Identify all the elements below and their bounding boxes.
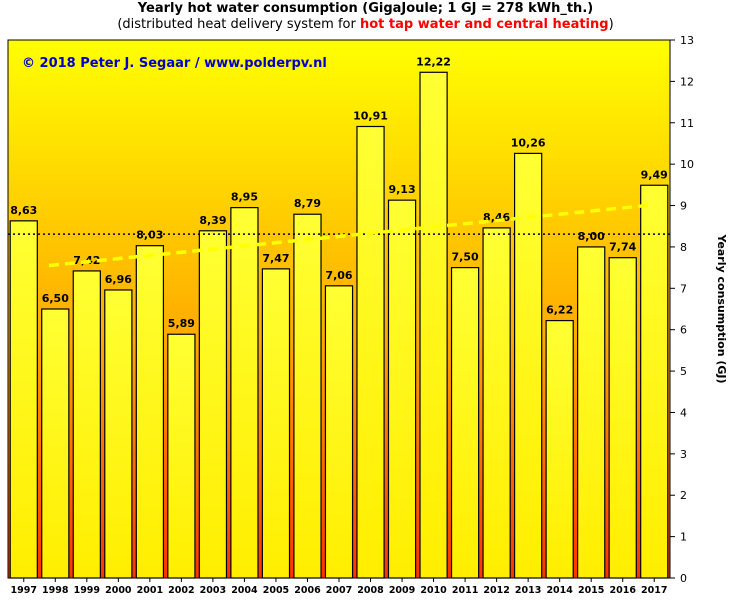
value-label-2004: 8,95 [231,191,258,204]
x-tick-label-2009: 2009 [389,585,415,596]
y-tick-label-5: 5 [680,365,687,378]
y-tick-label-0: 0 [680,572,687,585]
bar-2007 [324,285,354,579]
value-label-2011: 7,50 [452,251,479,264]
x-tick-label-2010: 2010 [420,585,447,596]
value-label-2015: 8,00 [578,230,605,243]
x-tick-label-2016: 2016 [609,585,636,596]
bar-2017 [640,184,669,579]
value-label-2010: 12,22 [416,55,451,68]
x-tick-label-2004: 2004 [231,585,258,596]
value-label-2006: 8,79 [294,197,321,210]
subtitle-suffix: ) [608,17,614,32]
value-label-2001: 8,03 [136,229,163,242]
x-tick-label-2002: 2002 [168,585,194,596]
bar-1999 [72,270,101,579]
x-tick-label-2013: 2013 [515,585,541,596]
x-tick-label-2012: 2012 [483,585,509,596]
x-tick-label-2017: 2017 [641,585,667,596]
copyright-text: © 2018 Peter J. Segaar / www.polderpv.nl [22,56,327,71]
bar-2014 [545,319,574,579]
y-tick-label-12: 12 [680,75,694,88]
bar-2000 [104,289,133,579]
value-label-2002: 5,89 [168,317,195,330]
value-label-2000: 6,96 [105,273,132,286]
bar-2016 [608,257,637,579]
x-tick-label-2006: 2006 [294,585,321,596]
value-label-1998: 6,50 [42,292,69,305]
x-tick-label-2000: 2000 [105,585,132,596]
value-label-2013: 10,26 [511,136,546,149]
value-labels-group: 8,636,507,426,968,035,898,398,957,478,79… [10,55,668,330]
value-label-2003: 8,39 [199,214,226,227]
y-tick-label-6: 6 [680,324,687,337]
x-tick-label-2008: 2008 [357,585,384,596]
x-tick-label-1999: 1999 [74,585,100,596]
x-tick-label-1998: 1998 [42,585,69,596]
value-label-2016: 7,74 [609,241,636,254]
x-tick-label-2001: 2001 [137,585,163,596]
y-tick-label-13: 13 [680,34,694,47]
y-tick-label-2: 2 [680,489,687,502]
bar-2010 [419,71,448,579]
y-tick-label-8: 8 [680,241,687,254]
bar-2003 [198,230,228,579]
y-tick-label-4: 4 [680,406,687,419]
value-label-2007: 7,06 [325,269,352,282]
y-tick-label-11: 11 [680,117,694,130]
chart-subtitle: (distributed heat delivery system for ho… [0,17,731,32]
y-tick-label-9: 9 [680,200,687,213]
y-tick-label-7: 7 [680,282,687,295]
bar-2015 [577,246,606,579]
subtitle-highlight: hot tap water and central heating [359,17,609,32]
subtitle-prefix: (distributed heat delivery system for [117,17,360,32]
bar-1998 [41,308,70,579]
x-tick-label-2015: 2015 [578,585,604,596]
x-axis-ticks: 1997 1998 1999 2000 2001 2002 2003 2004 2005 2006… [11,578,667,596]
bar-1997 [9,220,38,579]
bar-2011 [450,267,480,579]
bar-2002 [167,333,196,579]
bar-2013 [513,152,543,579]
value-label-2005: 7,47 [262,252,289,265]
y-tick-label-10: 10 [680,158,694,171]
value-label-1997: 8,63 [10,204,37,217]
bar-2006 [293,213,322,579]
x-tick-label-1997: 1997 [11,585,37,596]
y-tick-label-1: 1 [680,531,687,544]
bar-2012 [482,227,511,579]
y-tick-label-3: 3 [680,448,687,461]
trend-line [48,202,655,268]
chart-title: Yearly hot water consumption (GigaJoule;… [137,1,594,16]
value-label-2008: 10,91 [353,109,388,122]
bar-2004 [230,207,259,579]
bar-2005 [261,268,291,579]
x-tick-label-2005: 2005 [263,585,289,596]
x-tick-label-2003: 2003 [200,585,226,596]
bar-2008 [356,125,385,579]
y-axis-label: Yearly consumption (GJ) [715,233,728,383]
value-label-2009: 9,13 [388,183,415,196]
value-label-2017: 9,49 [641,168,668,181]
x-tick-label-2007: 2007 [326,585,352,596]
bar-2001 [135,245,165,579]
x-tick-label-2014: 2014 [546,585,573,596]
value-label-2014: 6,22 [546,304,573,317]
bar-2009 [387,199,417,579]
x-tick-label-2011: 2011 [452,585,478,596]
